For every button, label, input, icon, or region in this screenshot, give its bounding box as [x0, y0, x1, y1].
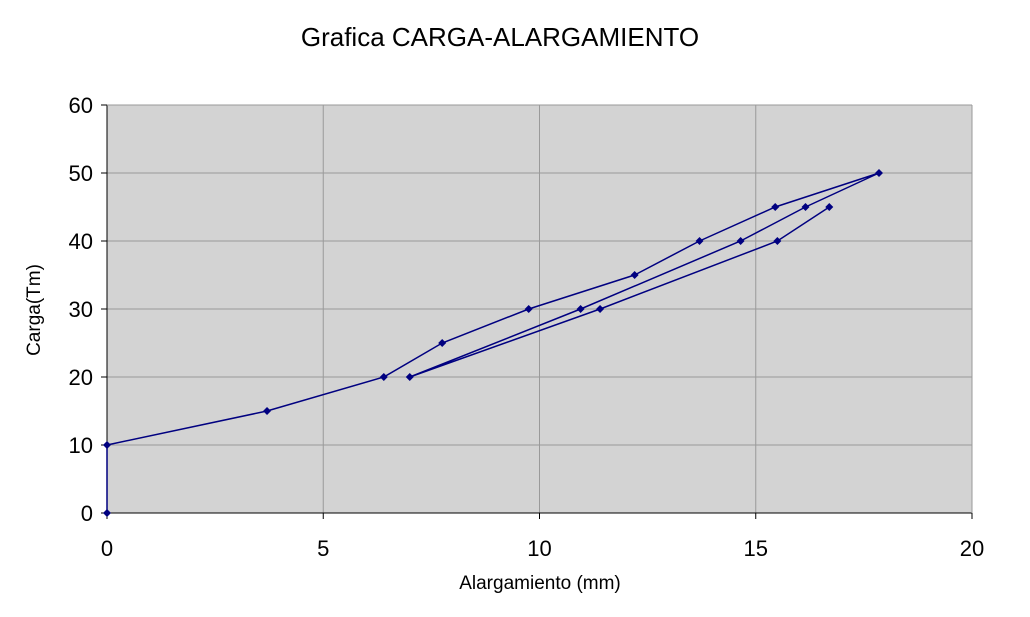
x-tick-label: 20	[960, 536, 984, 561]
x-tick-label: 0	[101, 536, 113, 561]
data-point	[630, 271, 639, 279]
data-point	[405, 373, 414, 381]
x-tick-label: 5	[317, 536, 329, 561]
data-point	[379, 373, 388, 381]
data-point	[438, 339, 447, 347]
y-tick-label: 60	[69, 93, 93, 118]
data-point	[801, 203, 810, 211]
data-point	[695, 237, 704, 245]
data-point	[103, 509, 111, 517]
y-tick-label: 50	[69, 161, 93, 186]
data-point	[596, 305, 605, 313]
y-tick-label: 20	[69, 365, 93, 390]
y-axis-label: Carga(Tm)	[24, 264, 45, 356]
x-tick-label: 10	[527, 536, 551, 561]
data-point	[524, 305, 533, 313]
x-tick-label: 15	[744, 536, 768, 561]
data-point	[263, 407, 272, 415]
data-point	[771, 203, 780, 211]
data-point	[875, 169, 884, 177]
y-tick-label: 0	[81, 501, 93, 526]
data-point	[103, 441, 111, 449]
axis-layer: 0 10 20 30 40 50 60 0 5 10 15 20	[69, 93, 985, 561]
y-tick-label: 10	[69, 433, 93, 458]
data-point	[773, 237, 782, 245]
data-point	[576, 305, 585, 313]
data-point	[825, 203, 834, 211]
chart-title: Grafica CARGA-ALARGAMIENTO	[301, 22, 699, 52]
x-axis-label: Alargamiento (mm)	[459, 573, 621, 594]
y-tick-label: 30	[69, 297, 93, 322]
series-layer	[103, 169, 884, 517]
y-tick-label: 40	[69, 229, 93, 254]
data-point	[736, 237, 745, 245]
